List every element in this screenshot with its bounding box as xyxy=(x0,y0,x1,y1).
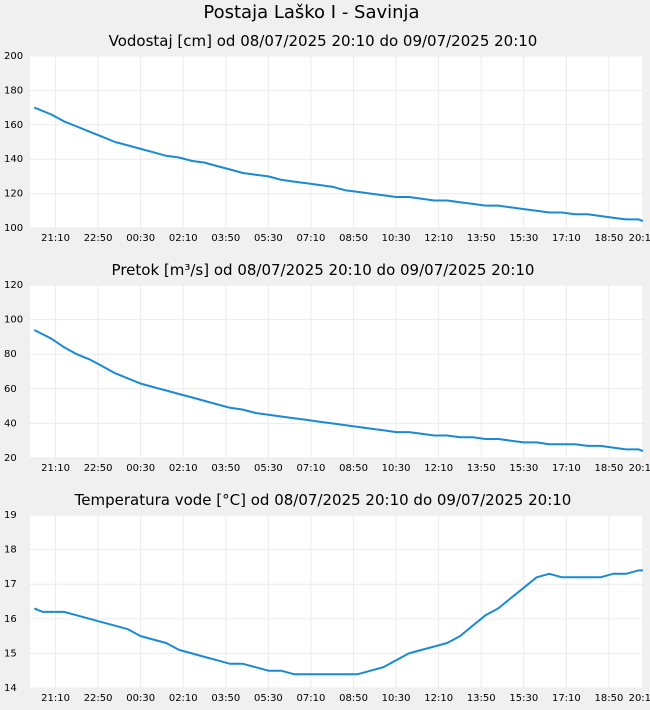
y-tick-label: 20 xyxy=(4,453,17,464)
x-tick-label: 07:10 xyxy=(297,233,326,244)
y-tick-label: 60 xyxy=(4,384,17,395)
y-tick-label: 100 xyxy=(4,223,23,234)
series-line xyxy=(33,329,644,453)
y-tick-label: 140 xyxy=(4,154,23,165)
y-tick-label: 17 xyxy=(4,579,17,590)
x-tick-label: 18:50 xyxy=(595,233,624,244)
x-tick-label: 22:50 xyxy=(84,463,113,474)
y-tick-label: 16 xyxy=(4,614,17,625)
x-tick-label: 22:50 xyxy=(84,233,113,244)
plot-area xyxy=(30,56,643,228)
x-tick-label: 17:10 xyxy=(552,693,581,704)
x-tick-label: 12:10 xyxy=(424,233,453,244)
x-tick-label: 20:10 xyxy=(629,693,650,704)
y-tick-label: 40 xyxy=(4,418,17,429)
x-tick-label: 03:50 xyxy=(211,233,240,244)
y-tick-label: 19 xyxy=(4,510,17,521)
y-tick-label: 180 xyxy=(4,85,23,96)
series-line xyxy=(33,569,643,676)
x-tick-label: 21:10 xyxy=(41,693,70,704)
x-tick-label: 02:10 xyxy=(169,233,198,244)
x-tick-label: 21:10 xyxy=(41,463,70,474)
x-tick-label: 10:30 xyxy=(382,693,411,704)
x-tick-label: 08:50 xyxy=(339,693,368,704)
x-tick-label: 20:10 xyxy=(629,233,650,244)
x-tick-label: 13:50 xyxy=(467,463,496,474)
x-tick-label: 17:10 xyxy=(552,233,581,244)
plot-area xyxy=(30,285,643,458)
y-tick-label: 160 xyxy=(4,120,23,131)
x-tick-label: 15:30 xyxy=(509,233,538,244)
x-tick-label: 20:10 xyxy=(629,463,650,474)
y-tick-label: 14 xyxy=(4,683,17,694)
x-tick-label: 22:50 xyxy=(84,693,113,704)
y-tick-label: 15 xyxy=(4,648,17,659)
x-tick-label: 15:30 xyxy=(509,693,538,704)
chart-title: Vodostaj [cm] od 08/07/2025 20:10 do 09/… xyxy=(109,32,538,50)
x-tick-label: 03:50 xyxy=(211,693,240,704)
x-tick-label: 10:30 xyxy=(382,463,411,474)
chart-title: Temperatura vode [°C] od 08/07/2025 20:1… xyxy=(74,491,572,509)
x-tick-label: 00:30 xyxy=(126,463,155,474)
x-tick-label: 07:10 xyxy=(297,693,326,704)
y-tick-label: 18 xyxy=(4,545,17,556)
y-tick-label: 100 xyxy=(4,315,23,326)
x-tick-label: 02:10 xyxy=(169,693,198,704)
y-tick-label: 80 xyxy=(4,349,17,360)
x-tick-label: 05:30 xyxy=(254,233,283,244)
x-tick-label: 10:30 xyxy=(382,233,411,244)
x-tick-label: 21:10 xyxy=(41,233,70,244)
y-tick-label: 120 xyxy=(4,280,23,291)
x-tick-label: 18:50 xyxy=(595,463,624,474)
plot-area xyxy=(30,515,643,688)
x-tick-label: 13:50 xyxy=(467,233,496,244)
x-tick-label: 08:50 xyxy=(339,463,368,474)
x-tick-label: 05:30 xyxy=(254,463,283,474)
x-tick-label: 05:30 xyxy=(254,693,283,704)
y-tick-label: 200 xyxy=(4,51,23,62)
page-title: Postaja Laško I - Savinja xyxy=(203,2,420,23)
x-tick-label: 15:30 xyxy=(509,463,538,474)
x-tick-label: 18:50 xyxy=(595,693,624,704)
y-tick-label: 120 xyxy=(4,189,23,200)
x-tick-label: 00:30 xyxy=(126,693,155,704)
x-tick-label: 12:10 xyxy=(424,463,453,474)
x-tick-label: 12:10 xyxy=(424,693,453,704)
chart-title: Pretok [m³/s] od 08/07/2025 20:10 do 09/… xyxy=(112,261,535,279)
x-tick-label: 13:50 xyxy=(467,693,496,704)
x-tick-label: 08:50 xyxy=(339,233,368,244)
x-tick-label: 03:50 xyxy=(211,463,240,474)
series-line xyxy=(33,106,644,223)
x-tick-label: 00:30 xyxy=(126,233,155,244)
x-tick-label: 17:10 xyxy=(552,463,581,474)
x-tick-label: 07:10 xyxy=(297,463,326,474)
x-tick-label: 02:10 xyxy=(169,463,198,474)
